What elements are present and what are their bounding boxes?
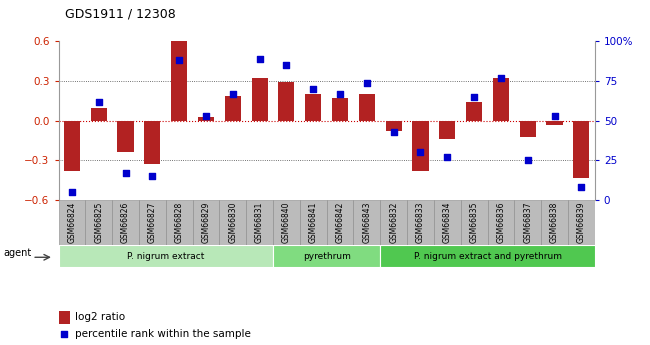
Point xyxy=(308,86,318,92)
Text: GSM66842: GSM66842 xyxy=(335,202,345,243)
Bar xyxy=(300,200,326,245)
Text: GSM66828: GSM66828 xyxy=(175,202,184,243)
Bar xyxy=(64,121,80,171)
Text: GSM66836: GSM66836 xyxy=(497,202,506,243)
Point xyxy=(523,158,533,163)
Point xyxy=(576,185,586,190)
Text: GSM66837: GSM66837 xyxy=(523,202,532,243)
Text: GSM66829: GSM66829 xyxy=(202,202,211,243)
Bar xyxy=(434,200,461,245)
Bar xyxy=(171,41,187,121)
Bar xyxy=(332,98,348,121)
Point xyxy=(147,174,157,179)
Text: GSM66843: GSM66843 xyxy=(362,202,371,243)
Bar xyxy=(144,121,161,165)
Point xyxy=(67,189,77,195)
Bar xyxy=(380,245,595,267)
Bar xyxy=(166,200,192,245)
Point xyxy=(281,62,292,68)
Bar xyxy=(541,200,568,245)
Point xyxy=(120,170,131,176)
Bar xyxy=(466,102,482,121)
Text: GSM66824: GSM66824 xyxy=(68,202,77,243)
Point xyxy=(174,58,185,63)
Point xyxy=(469,94,479,100)
Bar xyxy=(439,121,455,139)
Point xyxy=(415,150,426,155)
Bar xyxy=(139,200,166,245)
Point xyxy=(361,80,372,86)
Text: GSM66838: GSM66838 xyxy=(550,202,559,243)
Bar xyxy=(58,310,70,324)
Bar xyxy=(493,78,509,121)
Bar xyxy=(514,200,541,245)
Bar xyxy=(305,94,321,121)
Bar xyxy=(246,200,273,245)
Bar xyxy=(461,200,488,245)
Bar xyxy=(278,82,294,121)
Bar xyxy=(225,96,240,121)
Bar xyxy=(112,200,139,245)
Bar xyxy=(385,121,402,131)
Point xyxy=(227,91,238,97)
Text: GSM66834: GSM66834 xyxy=(443,202,452,243)
Point xyxy=(59,331,70,337)
Text: percentile rank within the sample: percentile rank within the sample xyxy=(75,329,251,339)
Text: agent: agent xyxy=(3,248,31,258)
Text: GSM66831: GSM66831 xyxy=(255,202,264,243)
Point xyxy=(442,155,452,160)
Bar xyxy=(118,121,134,152)
Text: GSM66832: GSM66832 xyxy=(389,202,398,243)
Bar xyxy=(519,121,536,137)
Text: GSM66840: GSM66840 xyxy=(282,202,291,243)
Text: GDS1911 / 12308: GDS1911 / 12308 xyxy=(65,8,176,21)
Text: pyrethrum: pyrethrum xyxy=(303,252,350,261)
Point xyxy=(94,99,104,105)
Point xyxy=(254,56,265,62)
Bar xyxy=(407,200,434,245)
Bar xyxy=(192,200,220,245)
Text: GSM66830: GSM66830 xyxy=(228,202,237,243)
Bar xyxy=(252,78,268,121)
Bar xyxy=(354,200,380,245)
Bar xyxy=(273,245,380,267)
Point xyxy=(496,75,506,81)
Bar xyxy=(90,108,107,121)
Bar xyxy=(220,200,246,245)
Bar xyxy=(573,121,590,178)
Text: log2 ratio: log2 ratio xyxy=(75,312,125,322)
Bar xyxy=(58,245,273,267)
Bar xyxy=(380,200,407,245)
Bar xyxy=(85,200,112,245)
Bar xyxy=(568,200,595,245)
Bar xyxy=(58,200,85,245)
Bar xyxy=(412,121,428,171)
Text: GSM66839: GSM66839 xyxy=(577,202,586,243)
Bar xyxy=(359,94,375,121)
Text: GSM66827: GSM66827 xyxy=(148,202,157,243)
Bar xyxy=(488,200,514,245)
Text: GSM66826: GSM66826 xyxy=(121,202,130,243)
Point xyxy=(549,113,560,119)
Text: GSM66841: GSM66841 xyxy=(309,202,318,243)
Text: GSM66825: GSM66825 xyxy=(94,202,103,243)
Text: P. nigrum extract and pyrethrum: P. nigrum extract and pyrethrum xyxy=(413,252,562,261)
Point xyxy=(201,113,211,119)
Bar xyxy=(198,117,214,121)
Point xyxy=(389,129,399,135)
Text: GSM66835: GSM66835 xyxy=(469,202,478,243)
Text: GSM66833: GSM66833 xyxy=(416,202,425,243)
Text: P. nigrum extract: P. nigrum extract xyxy=(127,252,205,261)
Bar xyxy=(273,200,300,245)
Bar xyxy=(326,200,354,245)
Point xyxy=(335,91,345,97)
Bar xyxy=(547,121,563,125)
